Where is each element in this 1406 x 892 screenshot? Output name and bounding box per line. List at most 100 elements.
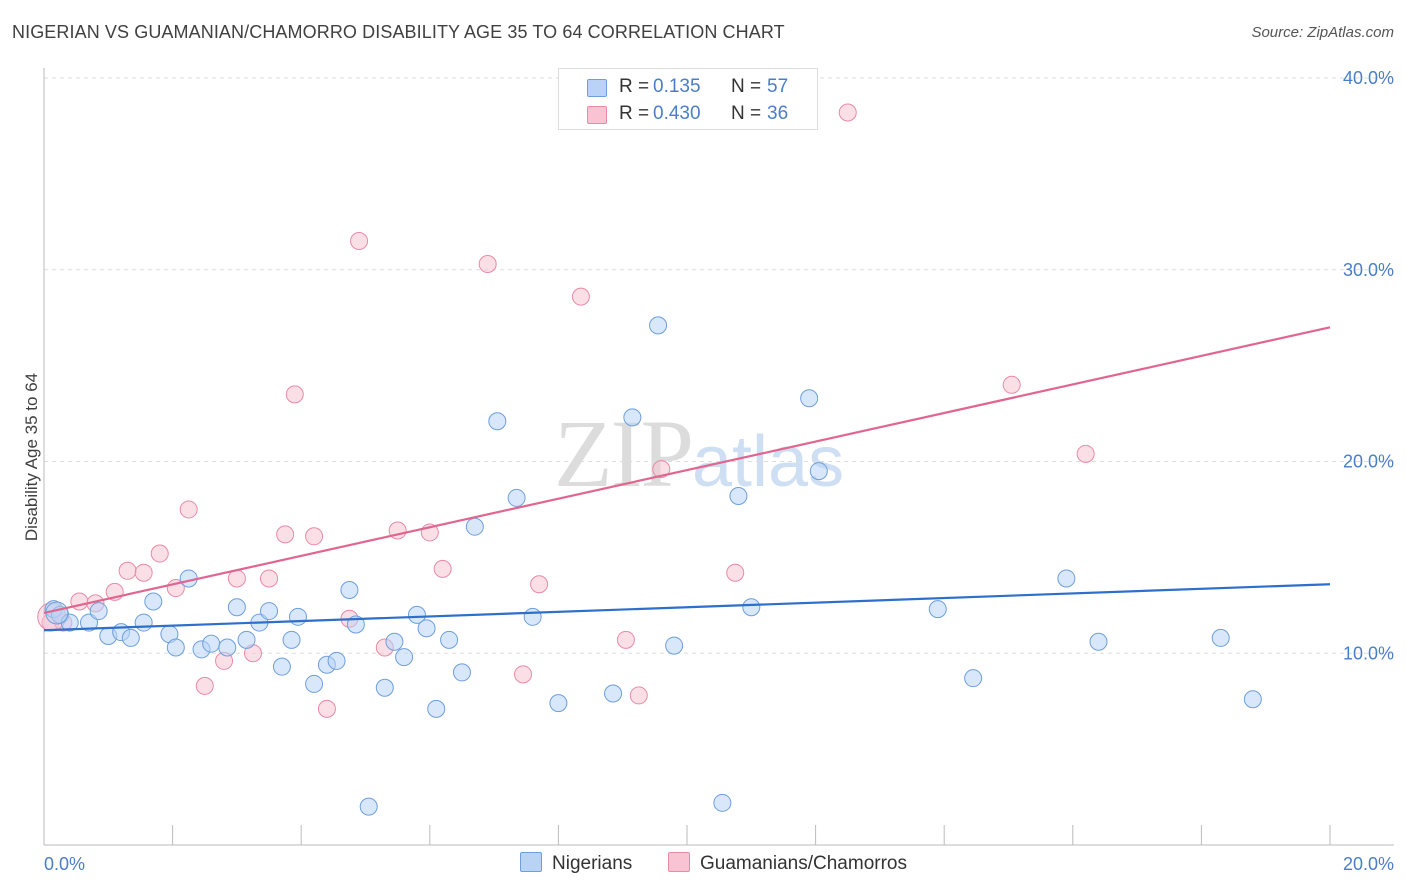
- nigerian-point: [452, 663, 471, 682]
- y-tick-label: 40.0%: [1343, 68, 1394, 88]
- guamanian-point: [616, 630, 635, 649]
- bottom-legend-swatch-blue: [520, 852, 542, 872]
- guamanian-point: [1002, 375, 1021, 394]
- nigerian-point: [928, 600, 947, 619]
- nigerian-point: [80, 613, 99, 632]
- legend: R = 0.135 N = 57 R = 0.430 N = 36: [558, 68, 818, 130]
- nigerian-point: [288, 607, 307, 626]
- nigerian-point: [166, 638, 185, 657]
- nigerian-point: [1243, 690, 1262, 709]
- legend-r-label: R =: [619, 76, 650, 97]
- nigerian-point: [604, 684, 623, 703]
- nigerian-point: [237, 630, 256, 649]
- x-tick-label: 0.0%: [44, 854, 85, 874]
- series-nigerians-points: [44, 316, 1262, 816]
- nigerian-point: [427, 699, 446, 718]
- tick-labels: 10.0% 20.0% 30.0% 40.0% 0.0% 20.0%: [44, 68, 1394, 874]
- legend-r-value: 0.135: [653, 76, 701, 97]
- guamanian-point: [195, 676, 214, 695]
- legend-swatch-blue: [587, 79, 607, 97]
- y-tick-label: 20.0%: [1343, 452, 1394, 472]
- nigerian-point: [359, 797, 378, 816]
- nigerian-point: [729, 487, 748, 506]
- nigerian-point: [1211, 628, 1230, 647]
- nigerian-point: [218, 638, 237, 657]
- legend-r-label: R =: [619, 103, 650, 124]
- guamanian-point: [150, 544, 169, 563]
- nigerian-point: [417, 619, 436, 638]
- nigerian-point: [227, 598, 246, 617]
- chart-title: NIGERIAN VS GUAMANIAN/CHAMORRO DISABILIT…: [12, 22, 785, 42]
- guamanian-point: [726, 563, 745, 582]
- guamanian-point: [305, 527, 324, 546]
- nigerian-point: [407, 605, 426, 624]
- bottom-legend-label: Guamanians/Chamorros: [700, 853, 907, 874]
- guamanian-point: [276, 525, 295, 544]
- guamanian-point: [1076, 444, 1095, 463]
- nigerian-point: [523, 607, 542, 626]
- nigerian-point: [385, 632, 404, 651]
- legend-swatch-pink: [587, 106, 607, 124]
- nigerian-point: [375, 678, 394, 697]
- nigerian-point: [134, 613, 153, 632]
- nigerian-point: [89, 602, 108, 621]
- trend-lines: [43, 326, 1331, 632]
- y-tick-label: 30.0%: [1343, 260, 1394, 280]
- guamanian-point: [652, 460, 671, 479]
- guamanian-point: [433, 559, 452, 578]
- bottom-legend-label: Nigerians: [552, 853, 633, 874]
- nigerian-point: [809, 462, 828, 481]
- nigerian-point: [623, 408, 642, 427]
- guamanian-point: [285, 385, 304, 404]
- source-label: Source: ZipAtlas.com: [1251, 24, 1394, 41]
- legend-n-value: 36: [767, 103, 789, 124]
- nigerian-point: [282, 630, 301, 649]
- nigerian-point: [465, 517, 484, 536]
- nigerian-point: [713, 793, 732, 812]
- guamanian-point: [629, 686, 648, 705]
- bottom-legend-swatch-pink: [668, 852, 690, 872]
- guamanian-point: [571, 287, 590, 306]
- nigerian-point: [1057, 569, 1076, 588]
- nigerian-point: [121, 628, 140, 647]
- guamanian-point: [134, 563, 153, 582]
- x-tick-label: 20.0%: [1343, 854, 1394, 874]
- axes: [43, 68, 1394, 846]
- guamanian-point: [179, 500, 198, 519]
- nigerian-point: [800, 389, 819, 408]
- nigerian-point: [305, 674, 324, 693]
- nigerian-point: [327, 651, 346, 670]
- nigerian-point: [260, 602, 279, 621]
- bottom-legend-guamanians: Guamanians/Chamorros: [668, 852, 907, 875]
- guamanian-point: [350, 231, 369, 250]
- legend-n-label: N =: [731, 76, 762, 97]
- nigerian-point: [202, 634, 221, 653]
- guamanian-point: [478, 254, 497, 273]
- nigerian-point-cluster: [45, 601, 69, 625]
- legend-row-nigerians: R = 0.135 N = 57: [559, 73, 817, 101]
- nigerian-point: [549, 694, 568, 713]
- guamanian-point: [530, 575, 549, 594]
- trend-line-nigerians: [43, 583, 1331, 632]
- nigerian-point: [1089, 632, 1108, 651]
- legend-n-label: N =: [731, 103, 762, 124]
- nigerian-point: [507, 488, 526, 507]
- nigerian-point: [964, 669, 983, 688]
- nigerian-point: [395, 648, 414, 667]
- nigerian-point: [649, 316, 668, 335]
- guamanian-point: [317, 699, 336, 718]
- nigerian-point: [440, 630, 459, 649]
- nigerian-point: [340, 580, 359, 599]
- legend-row-guamanians: R = 0.430 N = 36: [559, 100, 817, 128]
- guamanian-point: [260, 569, 279, 588]
- bottom-legend-nigerians: Nigerians: [520, 852, 632, 875]
- y-tick-label: 10.0%: [1343, 643, 1394, 663]
- nigerian-point: [144, 592, 163, 611]
- legend-n-value: 57: [767, 76, 789, 97]
- trend-line-guamanians: [43, 326, 1331, 615]
- nigerian-point: [272, 657, 291, 676]
- guamanian-point: [118, 561, 137, 580]
- guamanian-point: [514, 665, 533, 684]
- legend-r-value: 0.430: [653, 103, 701, 124]
